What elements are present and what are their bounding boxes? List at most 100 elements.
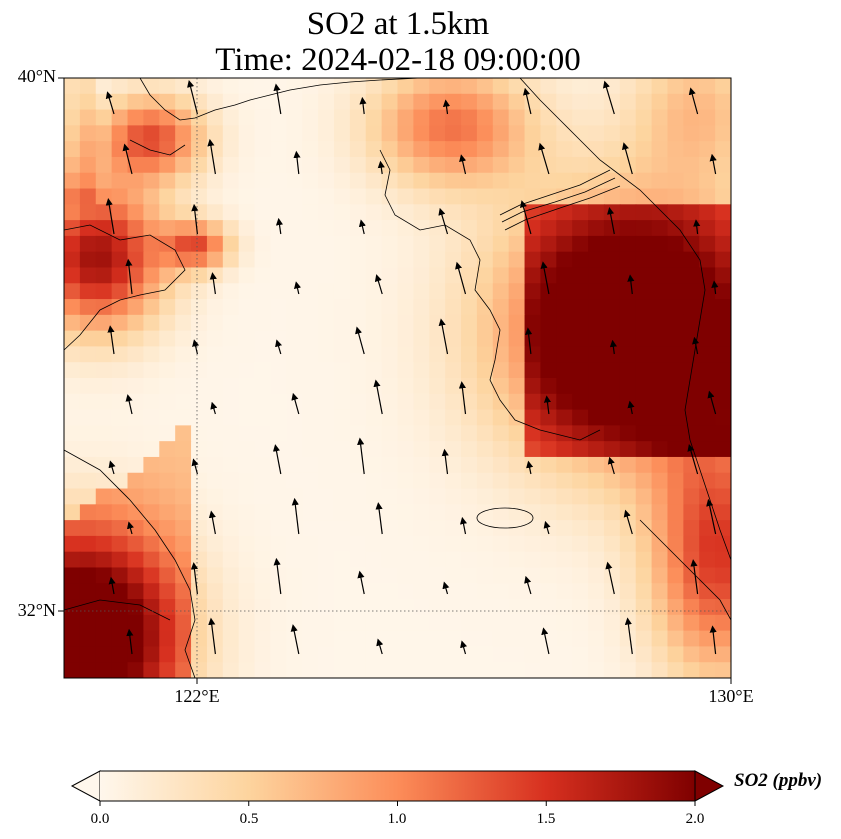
so2-cell bbox=[429, 156, 446, 174]
so2-cell bbox=[683, 504, 700, 521]
so2-cell bbox=[508, 630, 526, 648]
so2-cell bbox=[127, 425, 144, 442]
so2-cell bbox=[508, 378, 526, 395]
so2-cell bbox=[619, 299, 637, 316]
so2-cell bbox=[349, 78, 367, 95]
wind-arrow bbox=[272, 444, 282, 475]
so2-cell bbox=[461, 346, 478, 363]
so2-cell bbox=[715, 551, 731, 569]
so2-cell bbox=[492, 599, 510, 616]
wind-arrow bbox=[693, 219, 701, 235]
wind-arrow bbox=[688, 87, 699, 115]
wind-arrow bbox=[125, 258, 133, 295]
so2-cell bbox=[588, 614, 605, 632]
so2-cell bbox=[191, 251, 208, 269]
so2-cell bbox=[79, 504, 97, 521]
so2-cell bbox=[191, 109, 208, 126]
so2-cell bbox=[699, 172, 716, 190]
so2-cell bbox=[476, 662, 494, 678]
so2-cell bbox=[413, 299, 430, 316]
so2-cell bbox=[111, 409, 129, 426]
so2-cell bbox=[254, 220, 272, 237]
so2-cell bbox=[286, 125, 303, 142]
so2-cell bbox=[365, 330, 383, 348]
so2-cell bbox=[699, 378, 716, 395]
so2-cell bbox=[254, 314, 272, 332]
so2-cell bbox=[333, 456, 351, 474]
so2-cell bbox=[159, 235, 176, 253]
so2-cell bbox=[95, 378, 113, 395]
so2-cell bbox=[159, 472, 176, 490]
so2-cell bbox=[397, 188, 414, 205]
so2-cell bbox=[413, 409, 430, 426]
so2-cell bbox=[619, 567, 637, 584]
so2-cell bbox=[270, 583, 287, 600]
so2-cell bbox=[365, 409, 383, 426]
so2-cell bbox=[445, 220, 462, 237]
so2-cell bbox=[318, 93, 335, 111]
so2-cell bbox=[572, 456, 589, 474]
so2-cell bbox=[508, 646, 526, 663]
so2-cell bbox=[95, 504, 113, 521]
so2-cell bbox=[445, 551, 462, 569]
colorbar-extend-high bbox=[694, 770, 725, 802]
so2-cell bbox=[333, 425, 351, 442]
so2-cell bbox=[508, 156, 526, 174]
so2-cell bbox=[318, 378, 335, 395]
so2-cell bbox=[270, 283, 287, 300]
so2-cell bbox=[429, 472, 446, 490]
so2-cell bbox=[413, 93, 430, 111]
so2-cell bbox=[254, 551, 272, 569]
so2-cell bbox=[429, 441, 446, 458]
wind-arrow bbox=[605, 561, 615, 595]
so2-cell bbox=[381, 409, 399, 426]
so2-cell bbox=[715, 220, 731, 237]
so2-cell bbox=[159, 125, 176, 142]
so2-cell bbox=[95, 267, 113, 284]
so2-cell bbox=[365, 172, 383, 190]
so2-cell bbox=[683, 125, 700, 142]
so2-cell bbox=[651, 346, 669, 363]
so2-cell bbox=[397, 551, 414, 569]
so2-cell bbox=[175, 520, 192, 537]
so2-cell bbox=[413, 520, 430, 537]
so2-cell bbox=[127, 409, 144, 426]
so2-cell bbox=[619, 220, 637, 237]
so2-cell bbox=[603, 520, 621, 537]
so2-cell bbox=[95, 125, 113, 142]
so2-cell bbox=[556, 393, 573, 411]
so2-cell bbox=[159, 172, 176, 190]
so2-cell bbox=[635, 109, 653, 126]
wind-arrow bbox=[438, 207, 449, 235]
so2-cell bbox=[238, 362, 256, 379]
so2-cell bbox=[413, 346, 430, 363]
so2-cell bbox=[429, 646, 446, 663]
so2-cell bbox=[191, 330, 208, 348]
so2-cell bbox=[556, 662, 573, 678]
so2-cell bbox=[238, 78, 256, 95]
so2-cell bbox=[254, 141, 272, 158]
so2-cell bbox=[603, 283, 621, 300]
so2-cell bbox=[540, 441, 557, 458]
so2-cell bbox=[64, 630, 81, 648]
so2-cell bbox=[79, 662, 97, 678]
so2-cell bbox=[206, 346, 224, 363]
so2-cell bbox=[79, 267, 97, 284]
so2-cell bbox=[524, 204, 542, 221]
so2-cell bbox=[365, 646, 383, 663]
so2-cell bbox=[191, 409, 208, 426]
so2-cell bbox=[365, 662, 383, 678]
so2-cell bbox=[603, 441, 621, 458]
so2-cell bbox=[381, 78, 399, 95]
so2-cell bbox=[683, 535, 700, 553]
so2-cell bbox=[715, 599, 731, 616]
so2-cell bbox=[111, 251, 129, 269]
so2-cell bbox=[699, 141, 716, 158]
so2-cell bbox=[603, 141, 621, 158]
so2-cell bbox=[127, 251, 144, 269]
so2-cell bbox=[318, 551, 335, 569]
so2-cell bbox=[127, 299, 144, 316]
so2-cell bbox=[508, 251, 526, 269]
so2-cell bbox=[95, 299, 113, 316]
so2-cell bbox=[667, 567, 684, 584]
